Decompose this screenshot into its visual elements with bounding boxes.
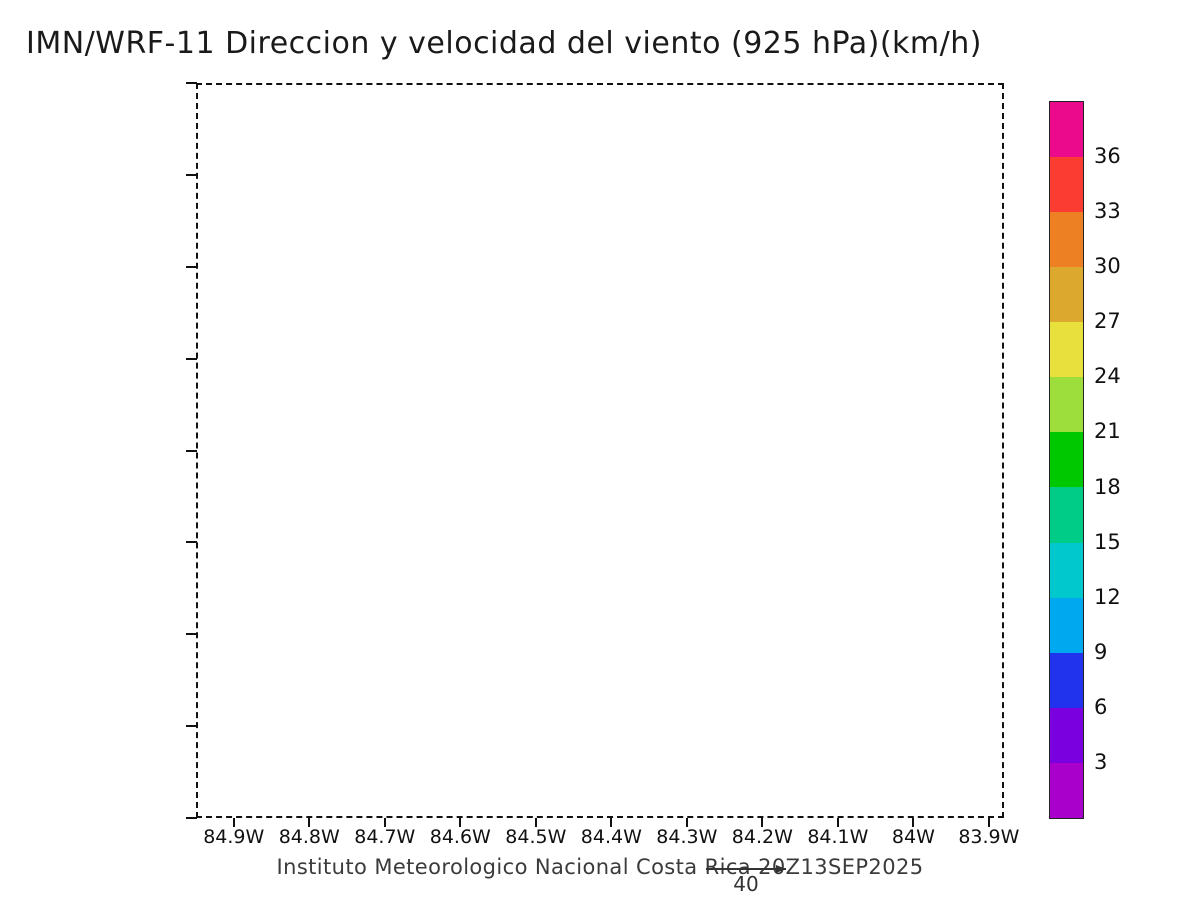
x-axis-tick-label: 84.8W (278, 826, 340, 848)
colorbar-band (1050, 762, 1083, 818)
y-axis-tick-mark (186, 357, 197, 360)
x-axis-tick-mark (987, 818, 990, 827)
y-axis-tick-mark (186, 541, 197, 544)
y-axis-tick-mark (186, 633, 197, 636)
reference-vector-line (706, 868, 786, 870)
colorbar-band (1050, 487, 1083, 543)
colorbar-band (1050, 542, 1083, 598)
colorbar-tick-label: 15 (1094, 529, 1121, 554)
x-axis-tick-label: 84.5W (505, 826, 567, 848)
y-axis-tick-mark (186, 817, 197, 819)
x-axis-tick-mark (912, 818, 915, 827)
colorbar-tick-label: 24 (1094, 364, 1121, 389)
x-axis-tick-label: 84.2W (731, 826, 793, 848)
colorbar-tick-label: 21 (1094, 419, 1121, 444)
colorbar-tick-label: 18 (1094, 474, 1121, 499)
colorbar-band (1050, 707, 1083, 763)
colorbar-band (1050, 652, 1083, 708)
footer-credit: Instituto Meteorologico Nacional Costa R… (276, 855, 924, 879)
colorbar-band (1050, 267, 1083, 323)
colorbar-band (1050, 212, 1083, 268)
coastline-path (196, 667, 239, 722)
reference-vector-label: 40 (733, 872, 759, 896)
x-axis-tick-mark (836, 818, 839, 827)
y-axis-tick-mark (186, 82, 197, 84)
y-axis-tick-mark (186, 725, 197, 728)
coastline-overlay (196, 508, 441, 818)
colorbar-tick-label: 30 (1094, 254, 1121, 279)
x-axis-tick-mark (459, 818, 462, 827)
x-axis-tick-mark (761, 818, 764, 827)
x-axis-tick-mark (232, 818, 235, 827)
map-plot-area[interactable]: V SR B A J SJ C E (196, 83, 1004, 818)
colorbar-band (1050, 322, 1083, 378)
colorbar-band (1050, 157, 1083, 213)
colorbar-band (1050, 102, 1083, 158)
reference-vector-head (776, 865, 786, 873)
colorbar-scale[interactable] (1049, 101, 1084, 819)
x-axis-tick-mark (610, 818, 613, 827)
colorbar-band (1050, 377, 1083, 433)
colorbar-tick-label: 27 (1094, 309, 1121, 334)
y-axis-tick-mark (186, 173, 197, 176)
colorbar-band (1050, 597, 1083, 653)
colorbar-tick-label: 3 (1094, 749, 1108, 774)
y-axis-tick-mark (186, 449, 197, 452)
colorbar-tick-label: 9 (1094, 639, 1108, 664)
y-axis-tick-mark (186, 265, 197, 268)
x-axis-tick-mark (383, 818, 386, 827)
x-axis-tick-label: 84.4W (580, 826, 642, 848)
x-axis-tick-mark (308, 818, 311, 827)
colorbar-tick-label: 33 (1094, 199, 1121, 224)
colorbar-band (1050, 432, 1083, 488)
colorbar-tick-label: 36 (1094, 144, 1121, 169)
reference-vector-arrow (706, 865, 786, 873)
page-title: IMN/WRF-11 Direccion y velocidad del vie… (26, 26, 982, 61)
coastline-path (196, 508, 441, 818)
x-axis-tick-label: 84.7W (354, 826, 416, 848)
x-axis-tick-label: 83.9W (958, 826, 1020, 848)
x-axis-tick-label: 84.1W (807, 826, 869, 848)
x-axis-tick-mark (534, 818, 537, 827)
x-axis-tick-label: 84.9W (203, 826, 265, 848)
x-axis-tick-label: 84.6W (429, 826, 491, 848)
x-axis-tick-label: 84W (891, 826, 935, 848)
x-axis-tick-label: 84.3W (656, 826, 718, 848)
colorbar-tick-label: 12 (1094, 584, 1121, 609)
colorbar-tick-label: 6 (1094, 694, 1108, 719)
x-axis-tick-mark (685, 818, 688, 827)
